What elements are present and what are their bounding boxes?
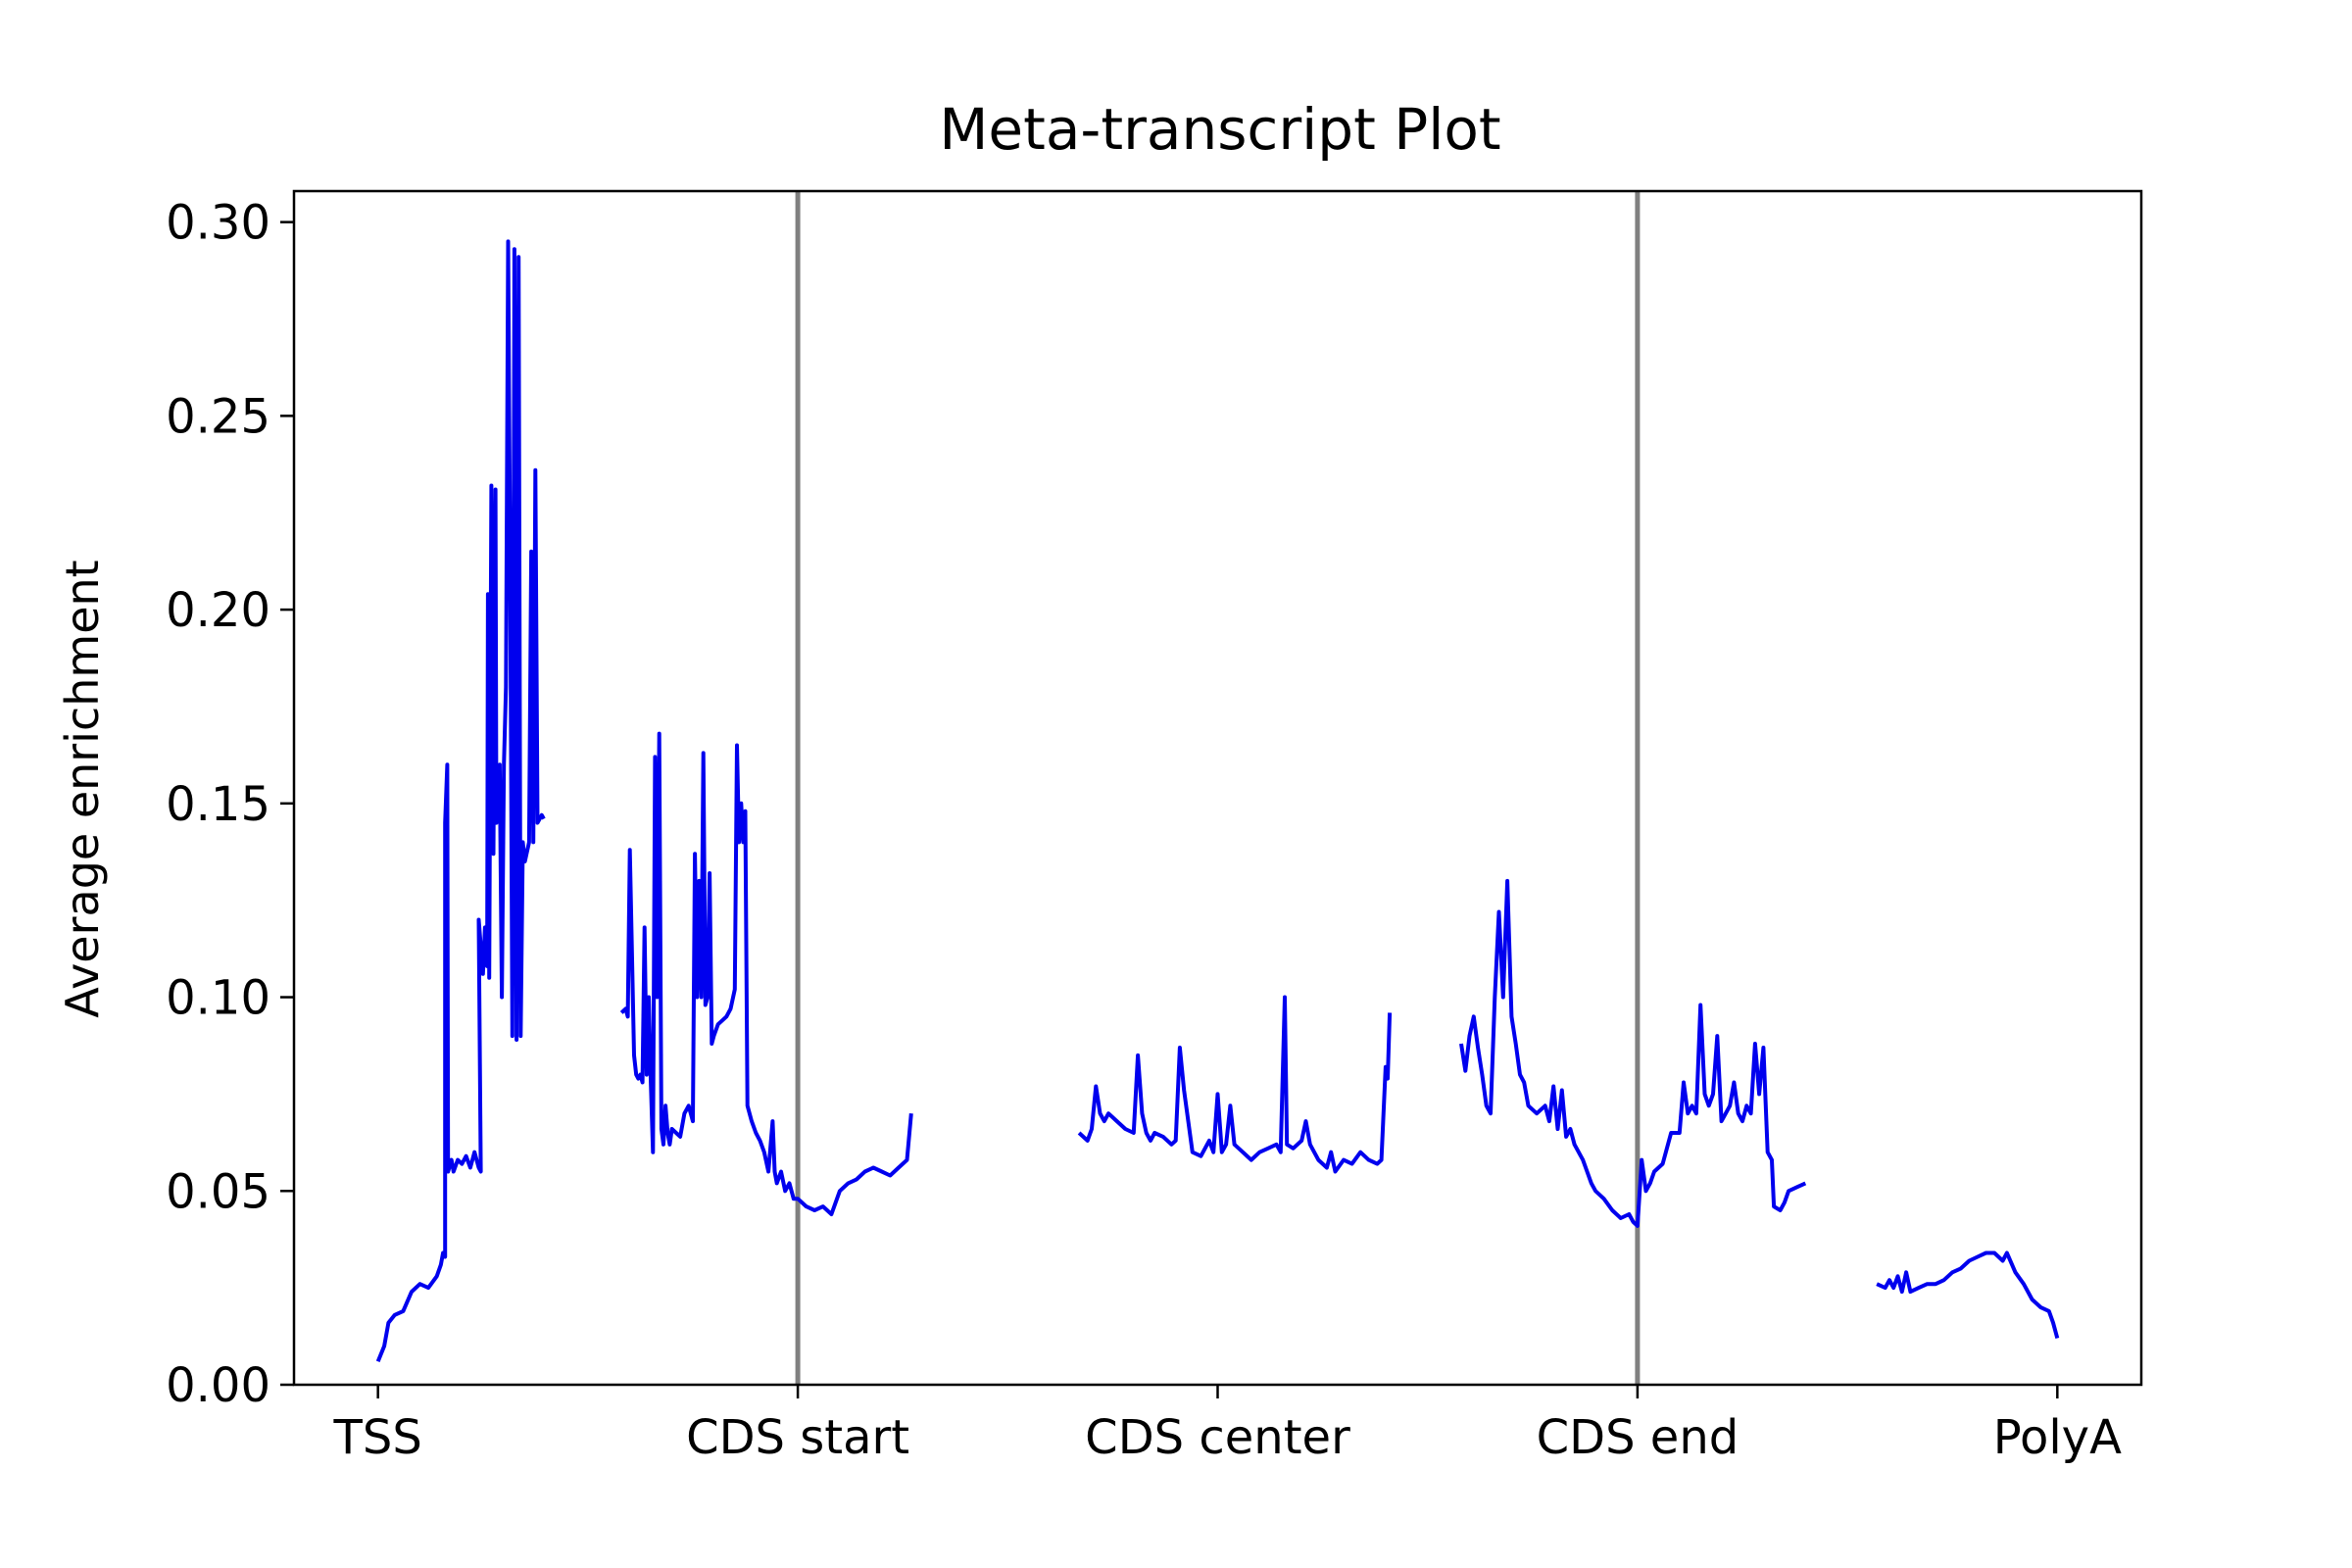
x-tick-label-0: TSS <box>333 1410 422 1465</box>
y-tick-label-3: 0.15 <box>166 777 270 832</box>
enrichment-line-segment-4 <box>1876 1250 2060 1340</box>
enrichment-line-segment-0 <box>375 239 546 1363</box>
y-tick-label-2: 0.10 <box>166 971 270 1026</box>
x-tick-label-4: PolyA <box>1993 1410 2122 1465</box>
x-tick-label-3: CDS end <box>1537 1410 1740 1465</box>
y-tick-label-5: 0.25 <box>166 389 270 444</box>
y-tick-label-1: 0.05 <box>166 1164 270 1219</box>
chart-title: Meta-transcript Plot <box>939 96 1500 163</box>
plot-area: TSS CDS start CDS center CDS end PolyA 0.00 0.… <box>166 189 2143 1465</box>
y-tick-label-4: 0.20 <box>166 583 270 638</box>
enrichment-line-segment-2 <box>1077 995 1393 1174</box>
x-tick-label-2: CDS center <box>1085 1410 1350 1465</box>
y-tick-label-6: 0.30 <box>166 196 270 251</box>
x-tick-label-1: CDS start <box>686 1410 909 1465</box>
enrichment-line-segment-3 <box>1459 878 1807 1228</box>
y-axis-label: Average enrichment <box>56 560 109 1017</box>
y-tick-label-0: 0.00 <box>166 1358 270 1413</box>
enrichment-line-segment-1 <box>619 731 913 1216</box>
